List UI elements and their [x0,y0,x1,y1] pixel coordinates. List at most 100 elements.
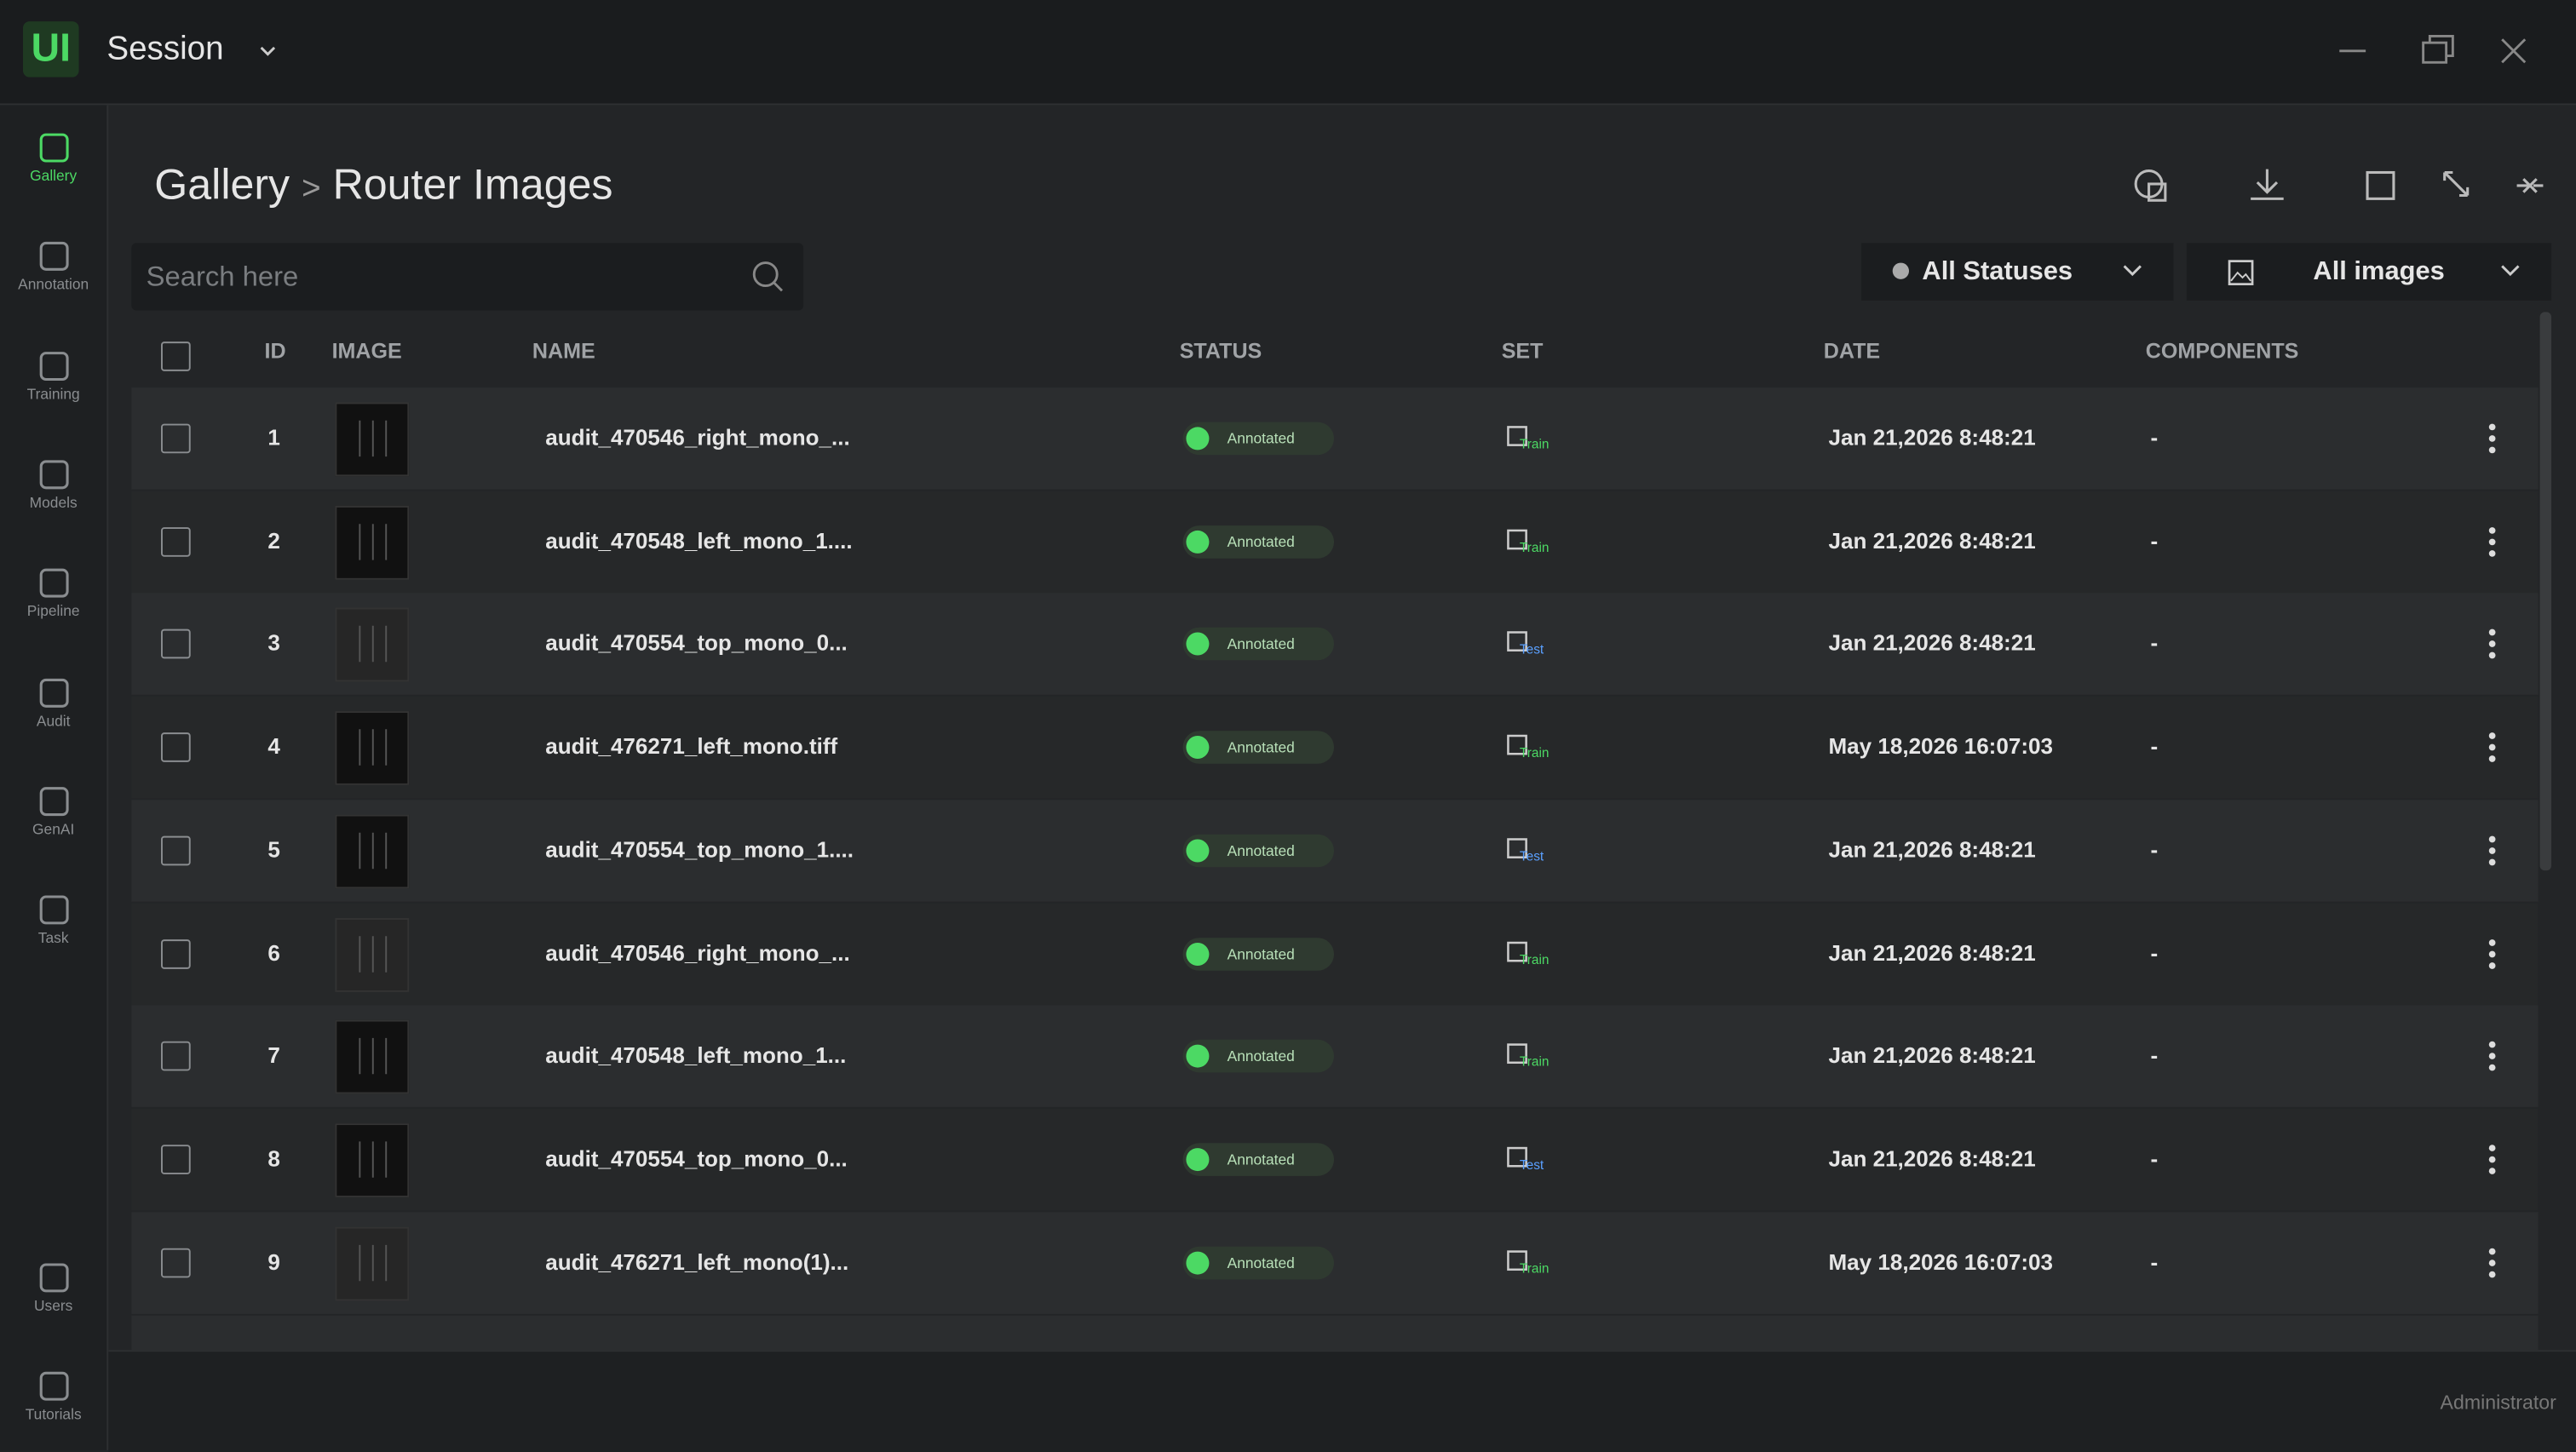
status-label: Annotated [1227,636,1295,653]
row-checkbox[interactable] [160,526,191,557]
search-box[interactable]: Search here [131,243,804,311]
thumbnail [335,711,410,786]
row-date: Jan 21,2026 8:48:21 [1828,1145,2036,1171]
table-row[interactable]: 5 audit_470554_top_mono_1.... Annotated Tes… [131,799,2539,902]
row-name: audit_470554_top_mono_0... [545,1145,848,1171]
table-row[interactable]: 9 audit_476271_left_mono(1)... Annotated Tr… [131,1211,2539,1314]
column-header[interactable]: IMAGE [331,338,402,364]
row-name: audit_476271_left_mono.tiff [545,734,838,760]
nav-item[interactable]: Pipeline [0,567,106,619]
table-row[interactable]: 8 audit_470554_top_mono_0... Annotated Test… [131,1108,2539,1211]
nav-label: GenAI [32,820,75,838]
row-menu[interactable] [2484,729,2500,770]
row-name: audit_470546_right_mono_... [545,940,850,966]
row-components: - [2150,425,2159,451]
select-all-checkbox[interactable] [160,341,191,371]
status-filter-label: All Statuses [1922,257,2073,286]
row-menu[interactable] [2484,935,2500,976]
table-row[interactable]: 2 audit_470548_left_mono_1.... Annotated Tr… [131,491,2539,593]
row-checkbox[interactable] [160,1042,191,1071]
row-checkbox[interactable] [160,1145,191,1174]
row-checkbox[interactable] [160,1247,191,1277]
status-pill: Annotated [1182,628,1334,662]
row-menu[interactable] [2484,421,2500,462]
nav-item[interactable]: Audit [0,676,106,729]
column-header[interactable]: STATUS [1179,338,1262,364]
set-badge: Train [1506,940,1555,970]
session-title[interactable]: Session [106,31,224,68]
nav-item[interactable]: Gallery [0,131,106,184]
row-checkbox[interactable] [160,732,191,763]
image-filter[interactable]: All images [2186,243,2552,301]
row-name: audit_470548_left_mono_1.... [545,528,853,554]
table-row[interactable]: 1 audit_470546_right_mono_... Annotated Tra… [131,387,2539,490]
row-menu[interactable] [2484,1141,2500,1182]
set-label: Test [1519,1157,1544,1173]
set-label: Train [1519,539,1550,555]
nav-item[interactable]: Task [0,893,106,946]
nav-item[interactable]: Users [0,1261,106,1314]
row-checkbox[interactable] [160,423,191,454]
status-pill: Annotated [1182,1143,1334,1176]
status-label: Annotated [1227,739,1295,756]
thumbnail [335,1122,410,1197]
table-row[interactable]: 6 audit_470546_right_mono_... Annotated Tra… [131,902,2539,1005]
row-checkbox[interactable] [160,835,191,865]
nav-label: Users [33,1297,73,1314]
row-components: - [2150,528,2159,554]
row-id: 7 [267,1043,280,1068]
status-pill: Annotated [1182,731,1334,764]
row-id: 6 [267,940,280,966]
toolbar-icons[interactable] [2129,164,2556,210]
table-row[interactable]: 3 audit_470554_top_mono_0... Annotated Test… [131,593,2539,696]
breadcrumb-root[interactable]: Gallery [154,159,290,209]
table-row[interactable]: 4 audit_476271_left_mono.tiff Annotated Tra… [131,696,2539,799]
row-menu[interactable] [2484,1038,2500,1079]
session-dropdown[interactable] [258,43,278,59]
column-header[interactable]: SET [1501,338,1544,364]
nav-label: Tutorials [25,1405,82,1423]
thumbnail [335,1020,410,1094]
scrollbar[interactable] [2539,312,2552,871]
nav-item[interactable]: Models [0,458,106,511]
nav-label: Audit [36,712,71,729]
row-checkbox[interactable] [160,629,191,660]
nav-label: Training [26,385,80,402]
user-label: Administrator [2440,1391,2556,1415]
set-label: Test [1519,642,1544,658]
image-icon [2228,260,2254,285]
search-icon [752,261,784,292]
nav-item[interactable]: Annotation [0,240,106,293]
status-pill: Annotated [1182,1246,1334,1279]
logo: UI [22,21,79,77]
sidebar: Gallery Annotation Training Models Pipeline A… [0,105,109,1450]
row-id: 2 [267,528,280,554]
row-menu[interactable] [2484,524,2500,565]
row-date: Jan 21,2026 8:48:21 [1828,528,2036,554]
chevron [2501,265,2520,277]
status-filter[interactable]: All Statuses [1861,243,2174,301]
row-name: audit_470554_top_mono_1.... [545,837,854,863]
row-date: Jan 21,2026 8:48:21 [1828,425,2036,451]
set-label: Train [1519,1260,1550,1276]
set-label: Train [1519,1054,1550,1070]
nav-item[interactable]: GenAI [0,784,106,837]
column-header[interactable]: NAME [532,338,595,364]
row-menu[interactable] [2484,832,2500,873]
column-header[interactable]: ID [264,338,286,364]
row-date: Jan 21,2026 8:48:21 [1828,1043,2036,1068]
breadcrumb-separator: > [302,170,321,207]
set-badge: Train [1506,1043,1555,1073]
set-badge: Test [1506,1146,1555,1176]
set-label: Test [1519,848,1544,864]
nav-item[interactable]: Training [0,349,106,402]
nav-item[interactable]: Tutorials [0,1369,106,1422]
row-menu[interactable] [2484,627,2500,668]
row-checkbox[interactable] [160,938,191,968]
table-row[interactable]: 7 audit_470548_left_mono_1... Annotated Tra… [131,1005,2539,1108]
window-controls[interactable] [2333,30,2539,72]
column-header[interactable]: DATE [1823,338,1881,364]
column-header[interactable]: COMPONENTS [2145,338,2299,364]
row-menu[interactable] [2484,1244,2500,1285]
status-label: Annotated [1227,1254,1295,1271]
